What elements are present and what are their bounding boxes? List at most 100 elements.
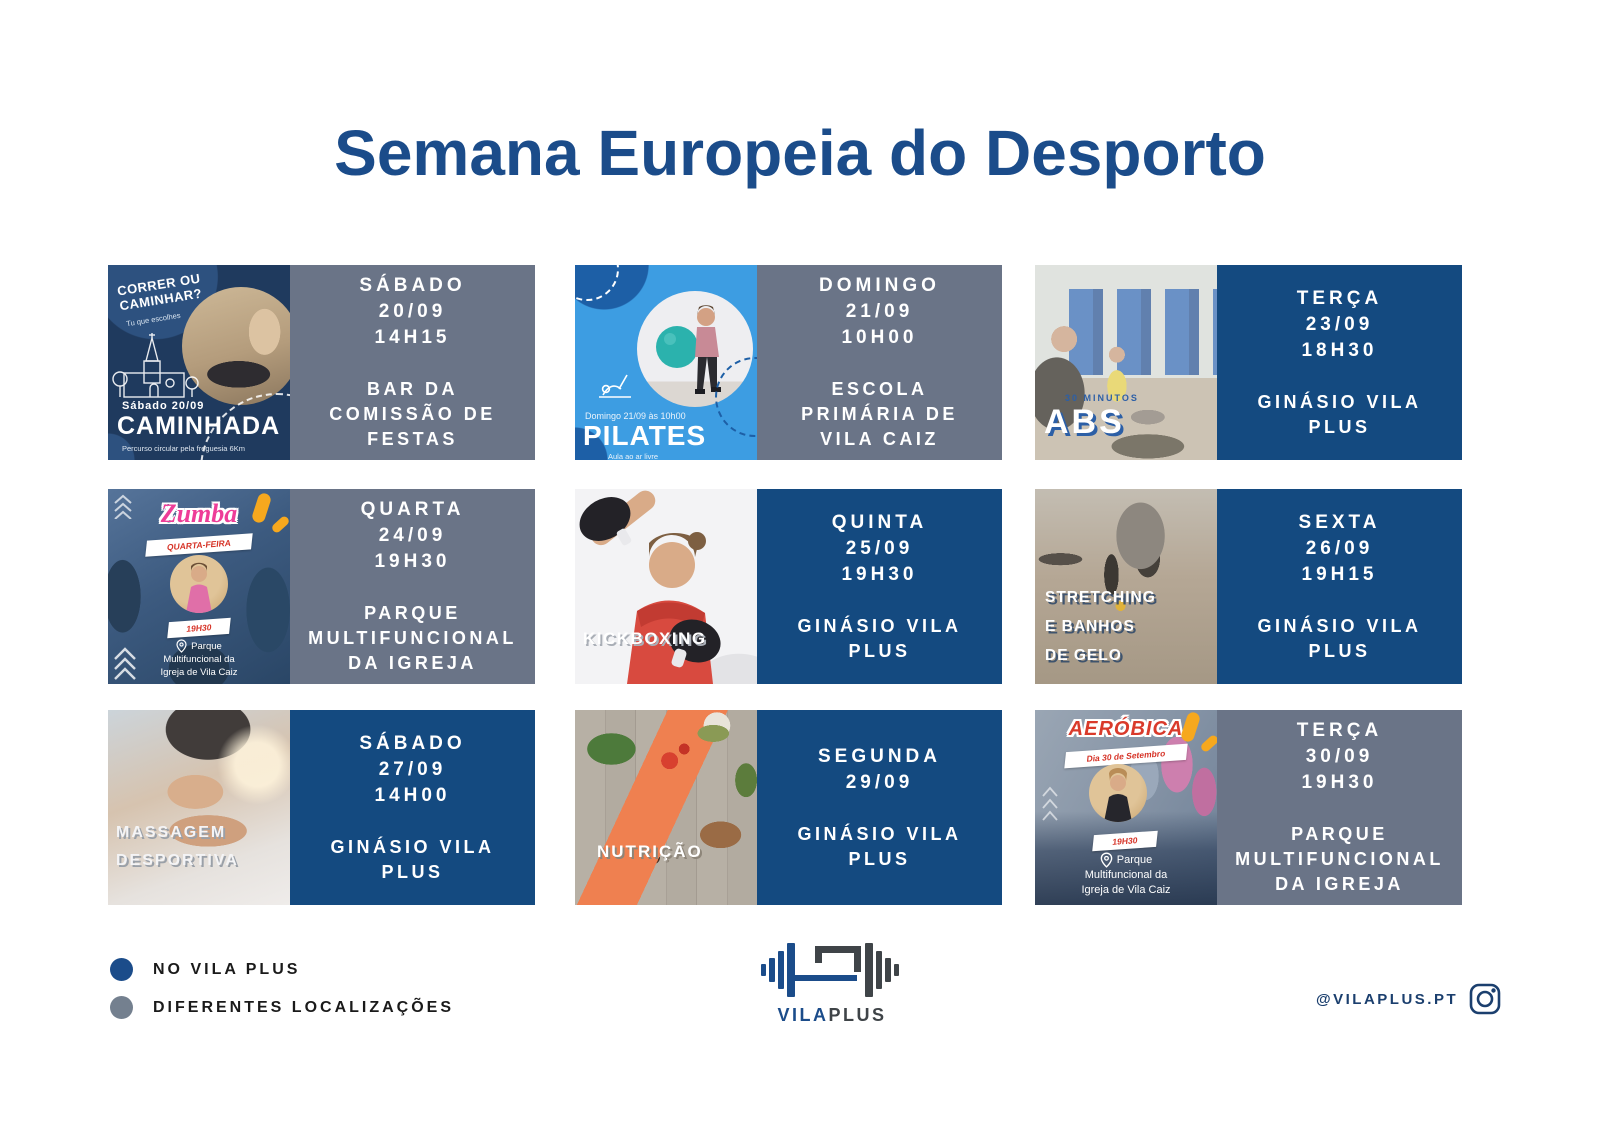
legend-dot-blue	[110, 958, 133, 981]
event-date: 20/09	[378, 301, 447, 322]
logo-text-plus: PLUS	[828, 1005, 887, 1025]
event-date: 21/09	[845, 301, 914, 322]
caminhada-subheader: Tu que escolhes	[125, 310, 182, 329]
aerobica-title: AERÓBICA	[1068, 718, 1184, 740]
legend-item-diferentes-localizacoes: DIFERENTES LOCALIZAÇÕES	[110, 996, 454, 1019]
chevron-decoration	[114, 647, 136, 680]
zumba-location-line2: Multifuncional da	[163, 654, 235, 665]
event-time: 14H00	[374, 784, 451, 806]
nutricao-poster-image: NUTRIÇÃO	[575, 710, 757, 905]
kickboxing-schedule: QUINTA 25/09 19H30	[832, 510, 927, 588]
nutricao-info-panel: SEGUNDA 29/09 GINÁSIO VILA PLUS	[757, 710, 1002, 905]
abs-poster-image: 30 MINUTOS ABS	[1035, 265, 1217, 460]
event-time: 19H30	[841, 563, 918, 585]
logo-wordmark: VILAPLUS	[742, 1005, 922, 1026]
event-time: 19H30	[374, 551, 451, 572]
abs-title: ABS	[1044, 403, 1125, 441]
location-line: DA IGREJA	[1275, 874, 1404, 894]
kickboxer-figure	[579, 490, 721, 684]
location-line: FESTAS	[367, 429, 458, 449]
event-time: 14H15	[374, 327, 451, 348]
caminhada-poster-image: CORRER OU CAMINHAR? Tu que escolhes Sába…	[108, 265, 290, 460]
pilates-location: ESCOLA PRIMÁRIA DE VILA CAIZ	[801, 377, 958, 452]
event-time: 19H15	[1301, 563, 1378, 585]
dumbbell-logo-icon	[761, 943, 899, 997]
location-line: PARQUE	[1291, 824, 1388, 844]
location-line: MULTIFUNCIONAL	[1235, 849, 1444, 869]
nutricao-schedule: SEGUNDA 29/09	[818, 744, 941, 796]
church-line-drawing-icon	[112, 333, 199, 398]
location-line: GINÁSIO VILA	[797, 615, 962, 636]
location-line: PRIMÁRIA DE	[801, 404, 958, 424]
kickboxing-location: GINÁSIO VILA PLUS	[797, 614, 961, 664]
caminhada-date-label: Sábado 20/09	[122, 400, 205, 412]
location-line: COMISSÃO DE	[329, 404, 496, 424]
location-line: BAR DA	[366, 379, 458, 399]
page-title: Semana Europeia do Desporto	[334, 117, 1266, 189]
event-time: 19H30	[1301, 772, 1378, 793]
event-day: QUARTA	[360, 499, 465, 520]
nutricao-location: GINÁSIO VILA PLUS	[797, 822, 961, 872]
stretching-title-line1: STRETCHING	[1045, 589, 1156, 606]
location-line: ESCOLA	[831, 379, 928, 399]
kickboxing-info-panel: QUINTA 25/09 19H30 GINÁSIO VILA PLUS	[757, 489, 1002, 684]
pilates-subtitle: Aula ao ar livre	[608, 452, 659, 460]
photo-overlay	[1035, 265, 1217, 460]
chevron-decoration	[114, 494, 132, 519]
logo-text-vila: VILA	[777, 1005, 829, 1025]
walking-shoes-photo	[182, 287, 290, 405]
location-line: GINÁSIO VILA	[1257, 391, 1422, 412]
massagem-location: GINÁSIO VILA PLUS	[330, 835, 494, 885]
location-line: PARQUE	[364, 603, 461, 623]
aerobica-instructor-photo	[1089, 764, 1147, 822]
event-day: TERÇA	[1296, 720, 1383, 741]
kickboxing-title: KICKBOXING	[583, 629, 707, 648]
stretching-info-panel: SEXTA 26/09 19H15 GINÁSIO VILA PLUS	[1217, 489, 1462, 684]
caminhada-location: BAR DA COMISSÃO DE FESTAS	[329, 377, 496, 452]
abs-schedule: TERÇA 23/09 18H30	[1297, 286, 1382, 364]
dashed-circle-decoration	[575, 265, 619, 301]
aerobica-location: PARQUE MULTIFUNCIONAL DA IGREJA	[1235, 822, 1444, 897]
event-date: 27/09	[378, 758, 447, 780]
caminhada-header-text: CORRER OU CAMINHAR?	[116, 271, 204, 314]
legend-label: DIFERENTES LOCALIZAÇÕES	[153, 998, 455, 1016]
legend-dot-gray	[110, 996, 133, 1019]
aerobica-schedule: TERÇA 30/09 19H30	[1297, 718, 1382, 796]
aerobica-info-panel: TERÇA 30/09 19H30 PARQUE MULTIFUNCIONAL …	[1217, 710, 1462, 905]
stretching-title-line3: DE GELO	[1045, 647, 1122, 664]
location-line: GINÁSIO VILA	[330, 836, 495, 857]
location-line: DA IGREJA	[348, 653, 477, 673]
instructor-figure	[186, 562, 212, 613]
zumba-title: Zumba	[160, 499, 238, 528]
aerobica-location-block: Parque Multifuncional da Igreja de Vila …	[1035, 852, 1217, 898]
massagem-info-panel: SÁBADO 27/09 14H00 GINÁSIO VILA PLUS	[290, 710, 535, 905]
caminhada-info-panel: SÁBADO 20/09 14H15 BAR DA COMISSÃO DE FE…	[290, 265, 535, 460]
location-pin-icon	[1100, 852, 1113, 868]
zumba-time-banner: 19H30	[167, 617, 231, 639]
zumba-info-panel: QUARTA 24/09 19H30 PARQUE MULTIFUNCIONAL…	[290, 489, 535, 684]
location-line: PLUS	[848, 848, 911, 869]
event-date: 26/09	[1305, 537, 1374, 559]
event-day: TERÇA	[1296, 287, 1383, 309]
event-date: 29/09	[845, 771, 914, 793]
instagram-handle-block: @VILAPLUS.PT	[1316, 982, 1502, 1016]
pilates-poster-image: Domingo 21/09 às 10h00 PILATES Aula ao a…	[575, 265, 757, 460]
massagem-title-line1: MASSAGEM	[116, 824, 227, 841]
stretching-poster-image: STRETCHING E BANHOS DE GELO	[1035, 489, 1217, 684]
location-line: MULTIFUNCIONAL	[308, 628, 517, 648]
pilates-mat-icon	[599, 374, 631, 398]
location-line: PLUS	[1308, 416, 1371, 437]
instagram-icon	[1469, 983, 1501, 1015]
aerobica-location-line3: Igreja de Vila Caiz	[1081, 884, 1171, 896]
legend: NO VILA PLUS DIFERENTES LOCALIZAÇÕES	[110, 958, 454, 1034]
location-line: PLUS	[381, 861, 444, 882]
aerobica-time-banner: 19H30	[1092, 830, 1158, 852]
abs-pre-title: 30 MINUTOS	[1065, 393, 1139, 403]
location-text: Parque	[1116, 853, 1153, 866]
pilates-title: PILATES	[583, 420, 707, 451]
location-line: PLUS	[1308, 640, 1371, 661]
zumba-poster-image: Zumba QUARTA-FEIRA 19H30 Parque	[108, 489, 290, 684]
event-card-zumba: Zumba QUARTA-FEIRA 19H30 Parque	[108, 489, 535, 684]
aerobica-poster-image: AERÓBICA Dia 30 de Setembro 19H30	[1035, 710, 1217, 905]
